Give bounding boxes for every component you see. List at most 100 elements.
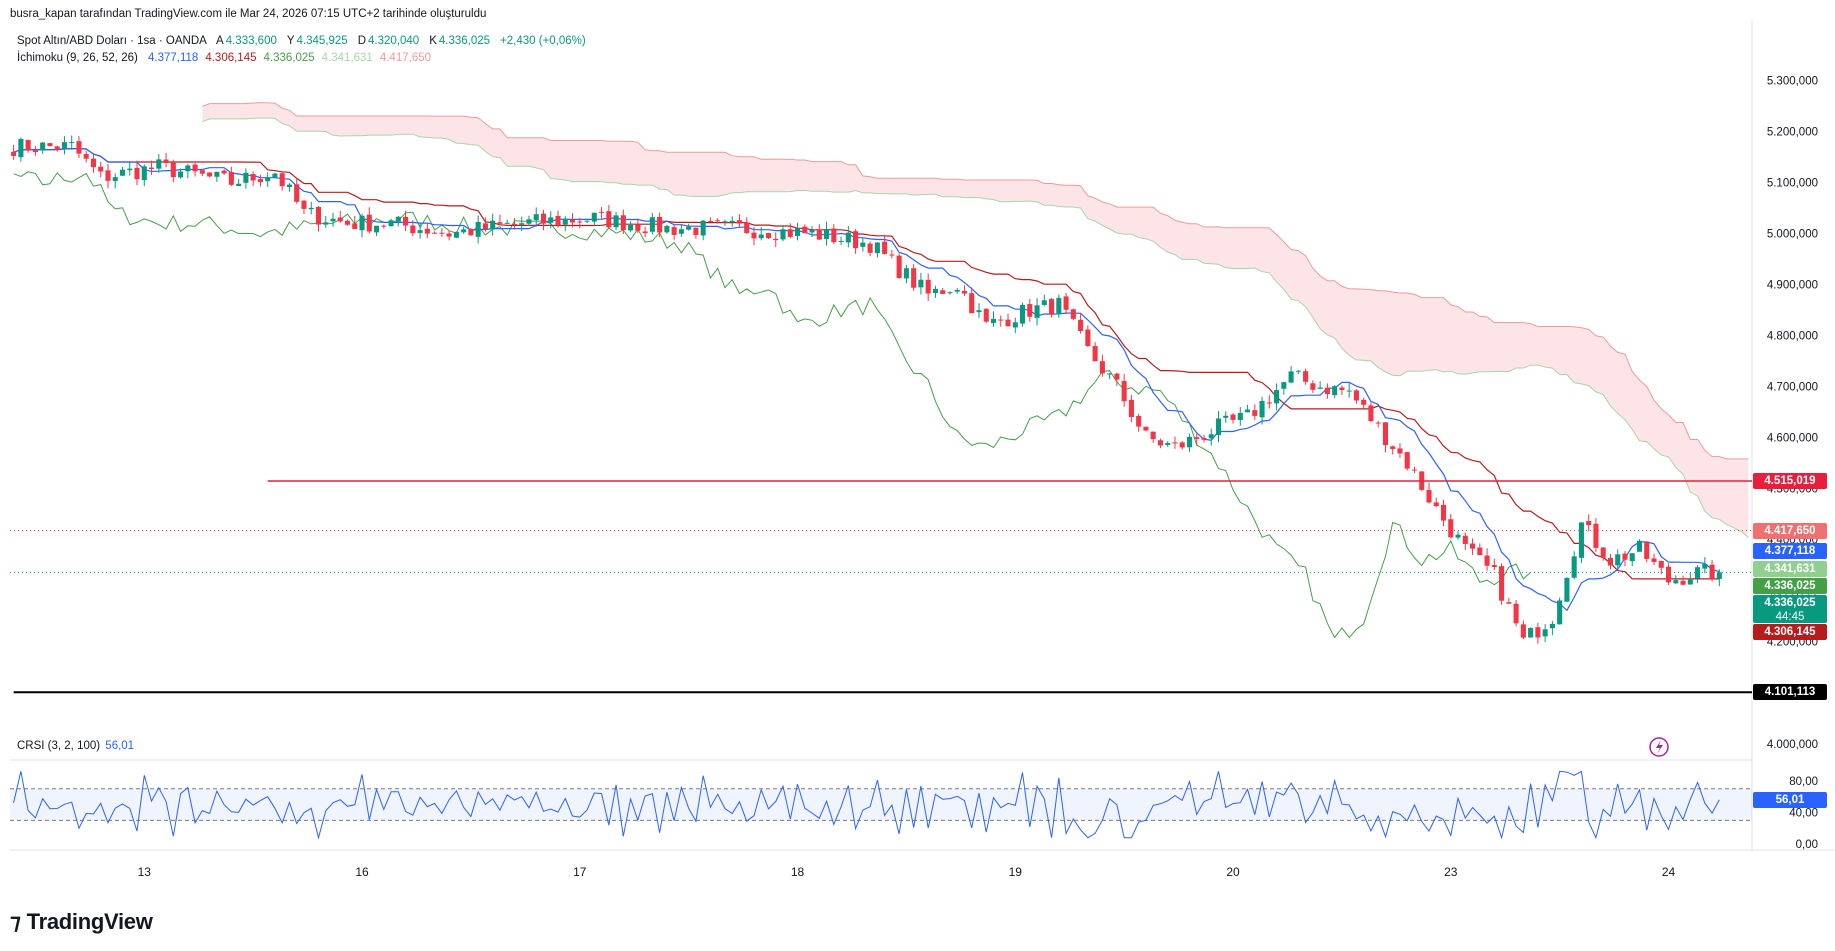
price-axis-tag-label: 4.515,019	[1764, 474, 1816, 487]
time-tick-label: 20	[1226, 865, 1240, 879]
candle-body	[243, 172, 249, 183]
candle-body	[1455, 534, 1461, 538]
candle-body	[388, 220, 394, 227]
candle-body	[765, 233, 772, 239]
candle-body	[170, 161, 176, 178]
candle-body	[1586, 521, 1592, 526]
ichimoku-legend[interactable]: İchimoku (9, 26, 52, 26) 4.377,118 4.306,…	[17, 52, 435, 64]
candle-body	[1114, 373, 1120, 380]
candle-body	[294, 184, 300, 202]
candle-body	[1332, 386, 1338, 396]
candle-body	[439, 232, 445, 234]
candle-body	[178, 171, 184, 178]
price-axis-tag-label: 4.341,631	[1764, 563, 1816, 576]
candle-body	[1549, 623, 1555, 629]
ichimoku-value: 4.306,145	[205, 52, 257, 64]
candle-body	[1274, 390, 1280, 404]
time-tick-label: 16	[355, 865, 369, 879]
candle-body	[381, 225, 387, 227]
candle-body	[722, 221, 728, 223]
candle-body	[809, 230, 815, 233]
candle-body	[1063, 296, 1069, 310]
candle-body	[127, 168, 133, 171]
candle-body	[461, 229, 467, 233]
ohlc-values: A 4.333,600 Y 4.345,925 D 4.320,040 K 4.336,025…	[212, 35, 590, 47]
candle-body	[1702, 563, 1708, 569]
candle-body	[1411, 469, 1418, 471]
candle-body	[1593, 523, 1599, 548]
candle-body	[475, 221, 481, 237]
candle-body	[1303, 371, 1309, 382]
lightning-bolt-icon	[1656, 740, 1663, 754]
candle-body	[1136, 415, 1142, 427]
candle-body	[141, 166, 147, 181]
candle-body	[1658, 560, 1664, 568]
candle-body	[707, 220, 713, 222]
candle-body	[301, 200, 307, 209]
ohlc-item: A 4.333,600	[216, 35, 279, 47]
candle-body	[642, 231, 648, 234]
candle-body	[1404, 452, 1410, 469]
alert-lightning-icon[interactable]	[1649, 737, 1669, 757]
candle-body	[1353, 390, 1359, 401]
candle-body	[1695, 567, 1701, 579]
candle-body	[1433, 502, 1439, 507]
time-tick-label: 13	[138, 865, 152, 879]
chikou-span-line	[13, 171, 1531, 639]
candle-body	[1397, 448, 1403, 454]
candle-body	[678, 229, 684, 234]
candle-body	[1528, 628, 1534, 638]
candle-body	[468, 228, 474, 236]
candle-body	[1680, 580, 1686, 585]
candle-body	[657, 216, 663, 233]
candle-body	[1085, 329, 1091, 347]
candle-body	[1194, 437, 1200, 440]
candle-body	[998, 319, 1004, 321]
senkou-span-b-line	[202, 102, 1749, 460]
crsi-legend[interactable]: CRSI (3, 2, 100) 56,01	[17, 740, 136, 752]
candle-body	[700, 220, 706, 236]
time-tick-label: 23	[1444, 865, 1458, 879]
crsi-tick-label: 0,00	[1796, 839, 1818, 851]
crsi-label: CRSI (3, 2, 100)	[17, 740, 101, 752]
candle-body	[1477, 547, 1483, 556]
candle-body	[751, 232, 757, 239]
candle-body	[1361, 399, 1367, 405]
candle-body	[918, 279, 924, 288]
candle-body	[1636, 540, 1643, 552]
candle-body	[1237, 412, 1243, 421]
candle-body	[1027, 304, 1033, 317]
price-axis-tag: 4.341,631	[1753, 561, 1827, 578]
ichimoku-value: 4.417,650	[379, 52, 432, 64]
candle-body	[134, 167, 140, 180]
candle-body	[272, 173, 278, 178]
candle-body	[1288, 371, 1294, 383]
candle-body	[1716, 572, 1722, 579]
crsi-axis-tag: 56,01	[1753, 791, 1827, 808]
candle-body	[1121, 381, 1127, 402]
candle-body	[410, 225, 416, 234]
tradingview-logo[interactable]: ⁊ TradingView	[10, 909, 153, 935]
candle-body	[228, 172, 234, 185]
symbol-legend[interactable]: Spot Altın/ABD Doları · 1sa · OANDA A 4.3…	[17, 35, 592, 47]
candle-body	[1470, 543, 1476, 549]
candle-body	[780, 229, 786, 240]
candle-body	[446, 233, 452, 237]
candle-body	[279, 173, 285, 187]
candle-body	[25, 140, 31, 151]
candle-body	[831, 228, 837, 243]
candle-body	[1266, 402, 1272, 404]
candle-body	[693, 227, 699, 236]
candle-body	[236, 183, 242, 186]
candle-body	[816, 229, 822, 240]
crsi-band-fill	[10, 788, 1752, 821]
candle-body	[599, 211, 605, 213]
candle-body	[1034, 305, 1040, 318]
candle-body	[1165, 443, 1171, 445]
candle-body	[1687, 579, 1693, 585]
candle-body	[613, 215, 619, 228]
candle-body	[794, 228, 801, 236]
candle-body	[32, 150, 38, 153]
candle-body	[76, 141, 82, 154]
